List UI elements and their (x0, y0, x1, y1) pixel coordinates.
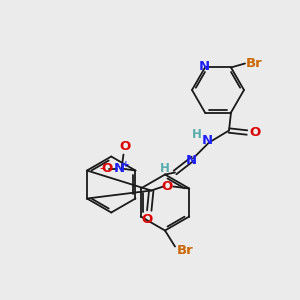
Text: Br: Br (246, 57, 262, 70)
Text: H: H (192, 128, 202, 141)
Text: N: N (198, 60, 210, 73)
Text: O: O (162, 180, 173, 193)
Text: O: O (142, 213, 153, 226)
Text: N: N (185, 154, 197, 167)
Text: Br: Br (177, 244, 194, 257)
Text: H: H (160, 162, 170, 175)
Text: -: - (99, 162, 104, 175)
Text: N: N (201, 134, 213, 147)
Text: +: + (122, 160, 129, 169)
Text: N: N (114, 162, 125, 175)
Text: O: O (249, 126, 261, 139)
Text: O: O (120, 140, 131, 153)
Text: O: O (102, 162, 113, 175)
